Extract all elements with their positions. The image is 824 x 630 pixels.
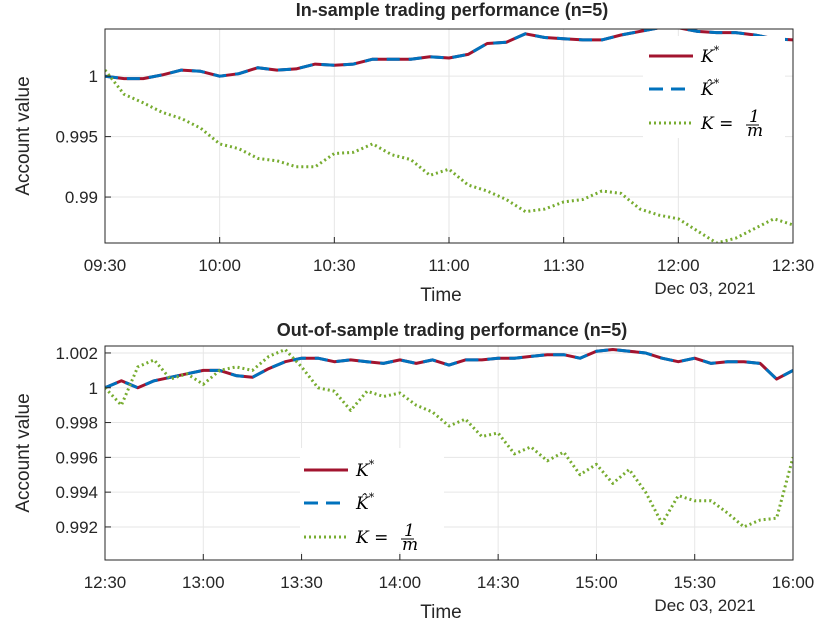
legend-fraction-den: m (747, 121, 763, 141)
legend: K* K̂* K = 1 m (300, 448, 444, 555)
y-tick-label: 1 (89, 67, 98, 86)
x-axis-label: Time (420, 602, 462, 623)
legend-fraction-num: 1 (404, 521, 415, 541)
tick-labels: 09:30 10:00 10:30 11:00 11:30 12:00 12:30 0.99 0… (55, 67, 814, 275)
legend-box (300, 448, 444, 552)
legend-label-k-uniform: K = (700, 114, 733, 134)
series-line-dashed (105, 29, 793, 81)
x-tick-label: 13:00 (182, 573, 225, 592)
chart-title: In-sample trading performance (n=5) (296, 0, 609, 20)
plot-frame (104, 345, 794, 561)
chart-title: Out-of-sample trading performance (n=5) (277, 320, 628, 340)
y-tick-label: 1 (89, 379, 98, 398)
y-tick-label: 1.002 (55, 344, 98, 363)
date-label: Dec 03, 2021 (654, 596, 755, 615)
x-tick-label: 16:00 (772, 573, 815, 592)
series-line-dotted (105, 348, 793, 529)
x-tick-label: 12:00 (657, 256, 700, 275)
y-axis-label: Account value (13, 76, 34, 195)
gridlines (105, 346, 793, 560)
y-tick-label: 0.998 (55, 414, 98, 433)
tick-labels: 12:30 13:00 13:30 14:00 14:30 15:00 15:30 16:00… (55, 344, 814, 592)
x-tick-label: 15:30 (673, 573, 716, 592)
y-tick-label: 0.996 (55, 448, 98, 467)
x-tick-label: 14:00 (379, 573, 422, 592)
x-tick-label: 13:30 (280, 573, 323, 592)
series-lines (105, 29, 793, 243)
date-label: Dec 03, 2021 (654, 279, 755, 298)
x-tick-label: 11:30 (543, 256, 584, 275)
x-tick-label: 10:30 (313, 256, 356, 275)
y-tick-label: 0.992 (55, 518, 98, 537)
x-tick-label: 15:00 (575, 573, 618, 592)
x-tick-label: 12:30 (772, 256, 815, 275)
series-lines (105, 348, 793, 529)
x-tick-label: 11:00 (428, 256, 469, 275)
x-tick-label: 10:00 (198, 256, 241, 275)
legend-box (643, 36, 785, 138)
legend-label-k-uniform: K = (355, 528, 388, 548)
y-tick-label: 0.99 (65, 188, 98, 207)
legend-fraction-den: m (402, 535, 418, 555)
y-axis-label: Account value (13, 393, 34, 512)
x-tick-label: 14:30 (477, 573, 520, 592)
series-line-dotted (105, 69, 793, 243)
x-tick-label: 09:30 (84, 256, 127, 275)
x-tick-label: 12:30 (84, 573, 127, 592)
y-tick-label: 0.994 (55, 483, 98, 502)
legend-fraction-num: 1 (749, 107, 760, 127)
y-tick-label: 0.995 (55, 128, 98, 147)
out-of-sample-chart: Out-of-sample trading performance (n=5) … (13, 320, 814, 623)
in-sample-chart: In-sample trading performance (n=5) 09:3… (13, 0, 814, 306)
legend: K* K̂* K = 1 m (643, 36, 785, 141)
x-axis-label: Time (420, 285, 462, 306)
